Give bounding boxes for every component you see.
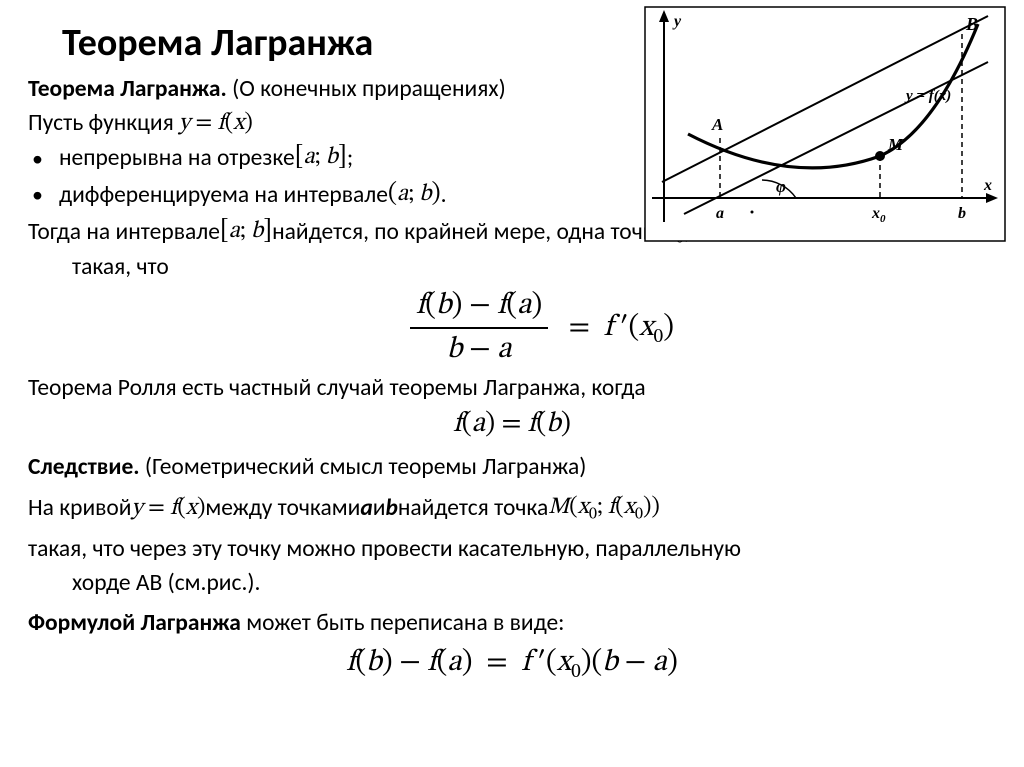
intro-line: Теорема Лагранжа. (О конечных приращения… <box>28 72 658 106</box>
main-formula: f(b)−f(a) b−a = f′(x0) <box>28 287 996 369</box>
geom-line-1: На кривой y=f(x) между точками a и b най… <box>28 490 996 527</box>
geom-line-3: хорде AB (см.рис.). <box>28 566 996 600</box>
svg-text:x: x <box>983 177 992 194</box>
bullet-1: непрерывна на отрезке [a;b] ; <box>28 140 658 177</box>
lagrange-diagram: y x a b x0 A B M φ y = f(x) <box>644 6 1006 242</box>
svg-text:a: a <box>716 205 724 222</box>
svg-text:B: B <box>965 14 978 34</box>
svg-text:A: A <box>711 115 723 134</box>
final-formula: f(b)−f(a) = f′(x0)(b−a) <box>28 644 996 685</box>
svg-text:y = f(x): y = f(x) <box>904 88 951 104</box>
such-that: такая, что <box>28 250 996 284</box>
svg-text:y: y <box>672 13 682 30</box>
svg-text:b: b <box>958 205 966 222</box>
bullet-2: дифференцируема на интервале (a;b) . <box>28 177 658 214</box>
corollary-line: Следствие. (Геометрический смысл теоремы… <box>28 450 996 484</box>
point-m <box>875 151 885 161</box>
rolle-formula: f(a)=f(b) <box>28 407 996 442</box>
let-line: Пусть функция y=f(x) <box>28 106 658 140</box>
geom-line-2: такая, что через эту точку можно провест… <box>28 532 996 566</box>
svg-text:M: M <box>887 135 904 154</box>
final-line: Формулой Лагранжа может быть переписана … <box>28 606 996 640</box>
svg-text:φ: φ <box>776 177 786 196</box>
rolle-line: Теорема Ролля есть частный случай теорем… <box>28 371 996 405</box>
